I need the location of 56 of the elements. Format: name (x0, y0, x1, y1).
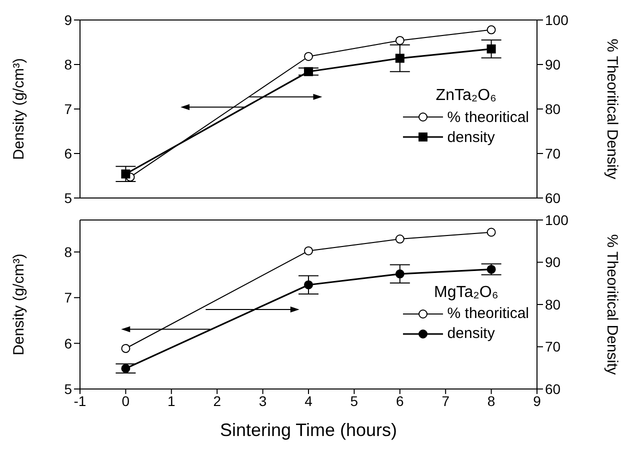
point (486, 44, 496, 54)
x-tick-label: 0 (122, 392, 130, 409)
point (486, 228, 496, 237)
x-tick-label: 5 (350, 392, 358, 409)
y-tick-label: 8 (64, 244, 72, 260)
y-tick-label: 5 (64, 190, 72, 206)
y2-axis-title: % Theoritical Density (604, 234, 621, 376)
point (395, 54, 404, 63)
y2-axis-title: % Theoritical Density (604, 38, 621, 180)
point (395, 234, 404, 244)
y-tick-label: 5 (64, 380, 72, 397)
y-axis-title: Density (g/cm³) (10, 254, 28, 356)
x-tick-label: 9 (533, 392, 542, 409)
point (121, 364, 130, 373)
y2-tick-label: 60 (545, 380, 561, 397)
y-tick-label: 6 (64, 145, 72, 162)
x-tick-label: -1 (74, 392, 86, 409)
legend-label: density (447, 325, 495, 342)
point (304, 280, 313, 290)
x-tick-label: 6 (396, 392, 404, 409)
legend-title: MgTa₂O₆ (433, 284, 500, 302)
x-tick-label: 2 (213, 392, 222, 409)
y-tick-label: 7 (64, 290, 72, 306)
point (395, 36, 404, 45)
point (304, 246, 313, 256)
legend-label: % theoritical (447, 305, 529, 322)
y-axis-title: Density (g/cm³) (10, 58, 28, 160)
y2-tick-label: 100 (545, 212, 569, 228)
x-tick-label: 8 (487, 392, 496, 409)
point (395, 269, 404, 278)
x-tick-label: 7 (442, 392, 450, 409)
y2-tick-label: 70 (545, 145, 561, 162)
point (486, 25, 496, 34)
point (121, 344, 130, 353)
y-tick-label: 7 (64, 100, 72, 117)
y2-tick-label: 90 (545, 254, 561, 270)
y2-tick-label: 60 (545, 190, 561, 206)
legend-title: ZnTa₂O₆ (434, 87, 498, 106)
point (121, 169, 130, 178)
point (304, 52, 313, 61)
y2-tick-label: 100 (545, 12, 569, 28)
point (304, 67, 313, 76)
legend-label: density (447, 128, 495, 146)
x-tick-label: 1 (168, 392, 176, 409)
x-tick-label: 4 (304, 392, 313, 409)
y-tick-label: 8 (64, 56, 72, 72)
x-tick-label: 3 (258, 392, 267, 409)
y-tick-label: 9 (64, 12, 72, 28)
point (486, 264, 496, 274)
y2-tick-label: 70 (545, 338, 561, 355)
legend-label: % theoritical (447, 108, 529, 126)
y2-tick-label: 90 (545, 56, 561, 72)
y2-tick-label: 80 (545, 296, 561, 312)
y-tick-label: 6 (64, 335, 72, 352)
x-axis-title: Sintering Time (hours) (220, 420, 398, 440)
y2-tick-label: 80 (545, 100, 561, 117)
